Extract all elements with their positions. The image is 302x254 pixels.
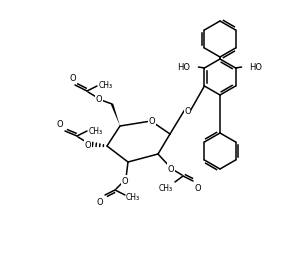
Text: O: O [195, 183, 202, 192]
Text: O: O [122, 176, 128, 185]
Text: HO: HO [249, 62, 262, 71]
Text: O: O [56, 120, 63, 129]
Text: CH₃: CH₃ [89, 126, 103, 135]
Text: O: O [96, 197, 103, 206]
Text: CH₃: CH₃ [126, 192, 140, 201]
Text: O: O [185, 106, 191, 115]
Text: O: O [168, 164, 174, 173]
Text: O: O [96, 95, 102, 104]
Text: HO: HO [177, 62, 191, 71]
Text: O: O [70, 74, 76, 83]
Text: CH₃: CH₃ [99, 81, 113, 90]
Text: CH₃: CH₃ [159, 183, 173, 192]
Text: O: O [85, 140, 91, 149]
Text: O: O [149, 116, 155, 125]
Polygon shape [111, 104, 120, 126]
